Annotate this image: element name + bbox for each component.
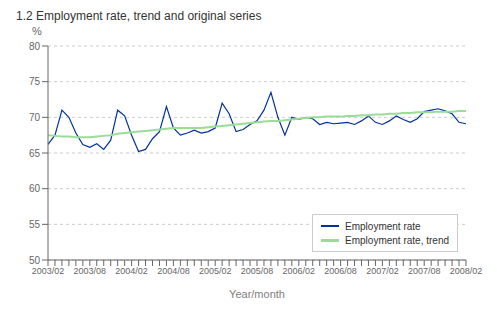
svg-text:65: 65: [29, 148, 41, 159]
svg-text:2007/08: 2007/08: [408, 266, 441, 276]
svg-text:2005/08: 2005/08: [241, 266, 274, 276]
svg-text:50: 50: [29, 255, 41, 266]
svg-text:2004/08: 2004/08: [157, 266, 190, 276]
svg-text:2003/02: 2003/02: [32, 266, 65, 276]
svg-text:80: 80: [29, 41, 41, 52]
svg-text:2003/08: 2003/08: [74, 266, 107, 276]
svg-text:2006/02: 2006/02: [283, 266, 316, 276]
html-text:Employment rate, trend: Employment rate, trend: [345, 234, 449, 246]
svg-text:2006/08: 2006/08: [324, 266, 357, 276]
svg-text:2007/02: 2007/02: [366, 266, 399, 276]
svg-text:2005/02: 2005/02: [199, 266, 232, 276]
html-text:Employment rate: Employment rate: [345, 220, 421, 232]
svg-text:70: 70: [29, 112, 41, 123]
svg-text:2004/02: 2004/02: [115, 266, 148, 276]
svg-text:60: 60: [29, 183, 41, 194]
svg-text:2008/02: 2008/02: [450, 266, 483, 276]
svg-text:Year/month: Year/month: [229, 288, 285, 300]
html-text:1.2 Employment rate, trend and: 1.2 Employment rate, trend and original …: [16, 9, 262, 23]
svg-text:75: 75: [29, 76, 41, 87]
svg-text:55: 55: [29, 219, 41, 230]
